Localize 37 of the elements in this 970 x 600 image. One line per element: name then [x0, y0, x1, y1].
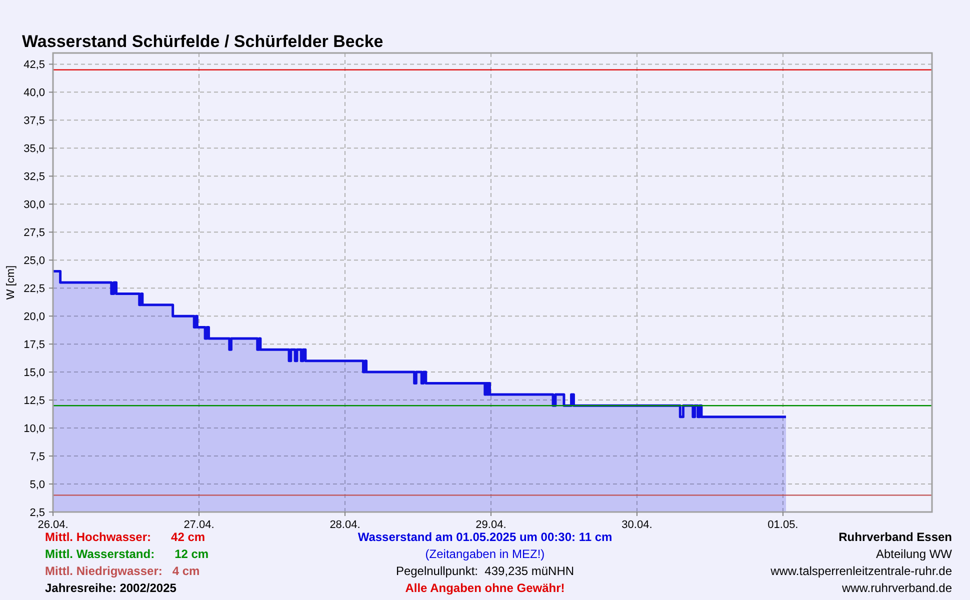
x-tick-label: 27.04. [184, 519, 214, 531]
x-tick-label: 01.05. [768, 519, 798, 531]
y-tick-label: 7,5 [30, 451, 45, 464]
x-tick-label: 29.04. [476, 519, 506, 531]
y-tick-label: 2,5 [30, 507, 45, 519]
text: Pegelnullpunkt: 439,235 müNHN [396, 564, 574, 578]
y-tick-label: 12,5 [24, 395, 45, 408]
x-tick-label: 28.04. [330, 519, 360, 531]
y-tick-label: 15,0 [24, 367, 45, 380]
text: Jahresreihe: 2002/2025 [45, 581, 177, 595]
y-tick-label: 22,5 [24, 283, 45, 296]
text: Ruhrverband Essen [838, 530, 952, 544]
x-tick-label: 26.04. [38, 519, 68, 531]
text: Alle Angaben ohne Gewähr! [405, 581, 565, 595]
ref-line-label: Mittl. Niedrigwasser: 4 cm [45, 564, 200, 578]
text: www.talsperrenleitzentrale-ruhr.de [770, 564, 952, 578]
y-tick-label: 30,0 [24, 199, 45, 212]
y-tick-label: 37,5 [24, 115, 45, 128]
y-tick-label: 42,5 [24, 59, 45, 72]
text: Wasserstand am 01.05.2025 um 00:30: 11 cm [358, 530, 612, 544]
y-tick-label: 10,0 [24, 423, 45, 436]
chart-title: Wasserstand Schürfelde / Schürfelder Becke [22, 32, 384, 51]
text: (Zeitangaben in MEZ!) [425, 547, 545, 561]
ref-line-label: Mittl. Hochwasser: 42 cm [45, 530, 206, 544]
y-axis-title: W [cm] [5, 265, 17, 300]
y-tick-label: 17,5 [24, 339, 45, 352]
text: Abteilung WW [876, 547, 953, 561]
y-tick-label: 35,0 [24, 143, 45, 156]
y-tick-label: 40,0 [24, 87, 45, 100]
text: www.ruhrverband.de [840, 581, 952, 595]
y-tick-label: 32,5 [24, 171, 45, 184]
y-tick-label: 25,0 [24, 255, 45, 268]
x-tick-label: 30.04. [622, 519, 652, 531]
ref-line-label: Mittl. Wasserstand: 12 cm [45, 547, 209, 561]
y-tick-label: 20,0 [24, 311, 45, 324]
y-tick-label: 27,5 [24, 227, 45, 240]
y-tick-label: 5,0 [30, 479, 45, 492]
